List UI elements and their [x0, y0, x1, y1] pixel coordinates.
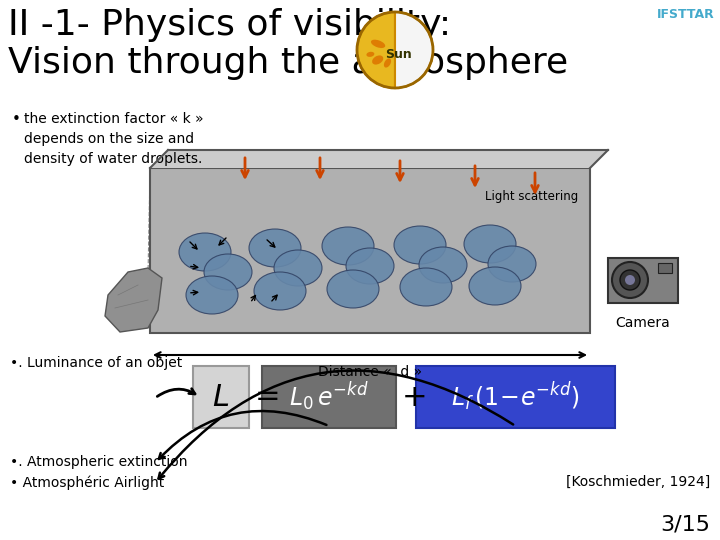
- Text: =: =: [255, 382, 281, 411]
- Circle shape: [625, 275, 635, 285]
- FancyBboxPatch shape: [150, 168, 590, 333]
- Text: II -1- Physics of visibility:: II -1- Physics of visibility:: [8, 8, 451, 42]
- Text: $\mathit{L}_f\,(1\!-\!e^{-kd})$: $\mathit{L}_f\,(1\!-\!e^{-kd})$: [451, 381, 580, 413]
- Ellipse shape: [384, 58, 391, 68]
- Text: Sun: Sun: [386, 49, 413, 62]
- Text: Distance «  d »: Distance « d »: [318, 365, 422, 379]
- Text: Light scattering: Light scattering: [485, 190, 578, 203]
- Text: •: •: [12, 112, 21, 127]
- Ellipse shape: [372, 56, 383, 65]
- Wedge shape: [395, 12, 433, 88]
- Ellipse shape: [204, 254, 252, 290]
- Text: the extinction factor « k »
depends on the size and
density of water droplets.: the extinction factor « k » depends on t…: [24, 112, 204, 166]
- Ellipse shape: [186, 276, 238, 314]
- FancyBboxPatch shape: [193, 366, 249, 428]
- Ellipse shape: [254, 272, 306, 310]
- Text: 3/15: 3/15: [660, 515, 710, 535]
- Ellipse shape: [488, 246, 536, 282]
- Ellipse shape: [274, 250, 322, 286]
- Ellipse shape: [464, 225, 516, 263]
- Ellipse shape: [419, 247, 467, 283]
- Ellipse shape: [371, 39, 385, 48]
- Polygon shape: [105, 268, 162, 332]
- Text: IFSTTAR: IFSTTAR: [657, 8, 715, 21]
- Ellipse shape: [400, 268, 452, 306]
- Ellipse shape: [327, 270, 379, 308]
- Text: $\mathit{L}$: $\mathit{L}$: [212, 382, 230, 411]
- Text: $\mathit{L}_0\, e^{-kd}$: $\mathit{L}_0\, e^{-kd}$: [289, 381, 369, 413]
- Text: •. Atmospheric extinction: •. Atmospheric extinction: [10, 455, 187, 469]
- Polygon shape: [150, 150, 608, 168]
- Ellipse shape: [179, 233, 231, 271]
- Ellipse shape: [322, 227, 374, 265]
- Text: +: +: [402, 382, 428, 411]
- FancyBboxPatch shape: [608, 258, 678, 303]
- Ellipse shape: [469, 267, 521, 305]
- Text: Camera: Camera: [616, 316, 670, 330]
- FancyBboxPatch shape: [416, 366, 615, 428]
- Text: • Atmosphéric Airlight: • Atmosphéric Airlight: [10, 475, 164, 489]
- Ellipse shape: [366, 52, 374, 57]
- Circle shape: [620, 270, 640, 290]
- Ellipse shape: [394, 226, 446, 264]
- Wedge shape: [357, 12, 395, 88]
- FancyBboxPatch shape: [262, 366, 396, 428]
- Ellipse shape: [346, 248, 394, 284]
- Text: [Koschmieder, 1924]: [Koschmieder, 1924]: [566, 475, 710, 489]
- Text: •. Luminance of an objet: •. Luminance of an objet: [10, 356, 182, 370]
- Circle shape: [612, 262, 648, 298]
- Ellipse shape: [249, 229, 301, 267]
- FancyBboxPatch shape: [658, 263, 672, 273]
- Text: Vision through the atmosphere: Vision through the atmosphere: [8, 46, 568, 80]
